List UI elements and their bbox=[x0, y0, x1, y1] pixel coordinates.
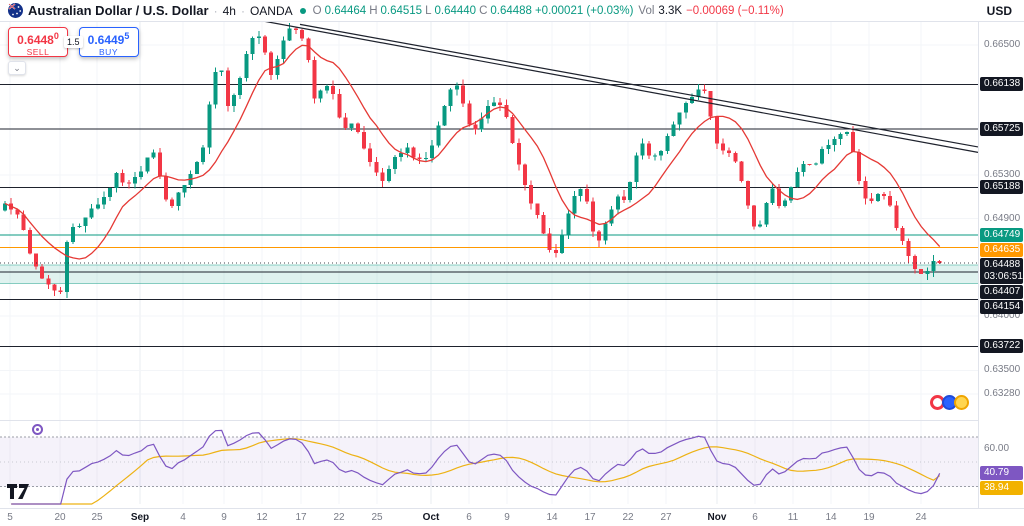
indicator-value-badge: 40.79 bbox=[980, 466, 1023, 481]
time-label: Sep bbox=[130, 512, 150, 523]
low-value: 0.64440 bbox=[434, 4, 477, 17]
time-label: 22 bbox=[333, 512, 345, 523]
time-label: 17 bbox=[295, 512, 307, 523]
high-value: 0.64515 bbox=[380, 4, 423, 17]
sell-label: SELL bbox=[26, 47, 50, 57]
low-label: L bbox=[425, 4, 432, 17]
time-label: 9 bbox=[504, 512, 510, 523]
change-value: +0.00021 (+0.03%) bbox=[534, 4, 634, 17]
time-label: 24 bbox=[915, 512, 927, 523]
time-label: 4 bbox=[180, 512, 186, 523]
buy-button[interactable]: 0.64495 BUY bbox=[78, 27, 139, 57]
time-label: 9 bbox=[221, 512, 227, 523]
exchange-button[interactable]: OANDA bbox=[249, 3, 293, 18]
price-level-badge: 0.64635 bbox=[980, 242, 1023, 257]
separator-dot: · bbox=[240, 3, 245, 18]
time-label: 17 bbox=[584, 512, 596, 523]
time-label: 20 bbox=[54, 512, 66, 523]
aud-flag-icon bbox=[8, 3, 23, 18]
time-label: Oct bbox=[422, 512, 440, 523]
indicator-tick: 60.00 bbox=[984, 443, 1010, 455]
price-tick: 0.63500 bbox=[984, 364, 1021, 376]
buy-price: 0.64495 bbox=[87, 31, 130, 47]
top-toolbar: Australian Dollar / U.S. Dollar · 4h · O… bbox=[0, 0, 1024, 22]
current-price-value: 0.64488 bbox=[984, 258, 1021, 270]
buy-sell-widget: 0.64480 SELL 1.5 0.64495 BUY bbox=[8, 27, 139, 57]
price-level-badge: 0.64154 bbox=[980, 299, 1023, 314]
price-tick: 0.64900 bbox=[984, 212, 1021, 224]
price-level-badge: 0.65725 bbox=[980, 122, 1023, 137]
price-tick: 0.66500 bbox=[984, 38, 1021, 50]
reaction-icon-yellow[interactable] bbox=[954, 395, 969, 410]
time-label: 6 bbox=[752, 512, 758, 523]
candles bbox=[3, 22, 942, 298]
separator-dot: · bbox=[213, 3, 218, 18]
time-label: 19 bbox=[863, 512, 875, 523]
time-label: 27 bbox=[660, 512, 672, 523]
tradingview-logo[interactable] bbox=[7, 484, 33, 504]
interval-button[interactable]: 4h bbox=[222, 3, 236, 18]
close-value: 0.64488 bbox=[490, 4, 532, 17]
sell-price: 0.64480 bbox=[17, 31, 59, 47]
collapse-chevron-button[interactable]: ⌄ bbox=[8, 61, 26, 75]
close-label: C bbox=[479, 4, 488, 17]
time-label: 6 bbox=[466, 512, 472, 523]
price-level-badge: 0.63722 bbox=[980, 339, 1023, 354]
time-label: 12 bbox=[256, 512, 268, 523]
reaction-bubbles bbox=[930, 395, 969, 410]
price-level-badge: 0.65188 bbox=[980, 180, 1023, 195]
price-axis[interactable]: 0.64488 03:06:51 0.66500 0.65300 0.64900 0.… bbox=[978, 22, 1024, 508]
price-level-badge: 0.66138 bbox=[980, 77, 1023, 92]
time-label: 5 bbox=[7, 512, 13, 523]
time-label: 14 bbox=[546, 512, 558, 523]
market-status-dot bbox=[299, 7, 306, 14]
rsi-indicator-icon bbox=[32, 424, 43, 435]
spread-value: 1.5 bbox=[64, 36, 83, 48]
time-label: 25 bbox=[371, 512, 383, 523]
volume-label: Vol bbox=[638, 4, 655, 17]
symbol-name-button[interactable]: Australian Dollar / U.S. Dollar bbox=[28, 3, 209, 18]
time-label: 11 bbox=[787, 512, 799, 523]
price-tick: 0.63280 bbox=[984, 388, 1021, 400]
time-label: Nov bbox=[707, 512, 727, 523]
time-label: 25 bbox=[91, 512, 103, 523]
sell-button[interactable]: 0.64480 SELL bbox=[8, 27, 68, 57]
volume-change: −0.00069 (−0.11%) bbox=[686, 4, 784, 17]
current-price-badge: 0.64488 03:06:51 bbox=[980, 257, 1023, 284]
price-tick: 0.64000 bbox=[984, 310, 1021, 322]
high-label: H bbox=[369, 4, 378, 17]
ohlc-readout: O 0.64464 H 0.64515 L 0.64440 C 0.64488 +0.0… bbox=[313, 5, 634, 17]
price-tick: 0.65300 bbox=[984, 169, 1021, 181]
buy-label: BUY bbox=[99, 47, 118, 57]
open-value: 0.64464 bbox=[324, 4, 367, 17]
chevron-down-icon: ⌄ bbox=[13, 62, 21, 73]
candle-countdown: 03:06:51 bbox=[984, 270, 1023, 282]
indicator-value-badge: 38.94 bbox=[980, 481, 1023, 496]
time-label: 14 bbox=[825, 512, 837, 523]
volume-value: 3.3K bbox=[658, 4, 683, 17]
time-label: 22 bbox=[622, 512, 634, 523]
currency-toggle-button[interactable]: USD bbox=[986, 3, 1012, 18]
time-axis[interactable]: 5 20 25 Sep 4 9 12 17 22 25 Oct 6 9 14 17 22 27 Nov 6 11 14 1… bbox=[0, 508, 1024, 526]
price-level-badge: 0.64407 bbox=[980, 284, 1023, 299]
price-level-badge: 0.64749 bbox=[980, 227, 1023, 242]
open-label: O bbox=[312, 4, 322, 17]
volume-readout: Vol 3.3K −0.00069 (−0.11%) bbox=[638, 5, 783, 17]
